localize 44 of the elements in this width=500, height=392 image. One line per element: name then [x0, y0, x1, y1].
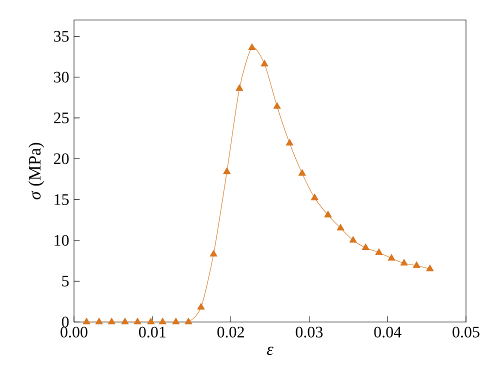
y-tick-label: 15 [54, 194, 69, 205]
point [336, 224, 344, 230]
point [95, 318, 103, 324]
point [197, 303, 205, 310]
y-tick-label: 10 [54, 234, 69, 246]
x-tick-label: 0.05 [452, 326, 480, 338]
point [375, 248, 383, 255]
x-tick-label: 0.01 [139, 326, 166, 338]
point [158, 318, 166, 324]
point [298, 169, 306, 176]
y-tick-label: 30 [54, 72, 69, 83]
point [260, 60, 268, 66]
point [121, 318, 129, 324]
point [273, 102, 281, 109]
y-tick-label: 35 [54, 30, 69, 42]
x-tick-label: 0.00 [60, 326, 88, 338]
point [362, 243, 370, 250]
point [134, 318, 142, 324]
y-axis-title: σ (MPa) [28, 142, 44, 200]
point [108, 318, 116, 324]
point [147, 318, 155, 324]
point [310, 194, 318, 200]
point [324, 210, 332, 218]
point [172, 318, 180, 324]
point [349, 236, 357, 243]
y-tick-label: 25 [54, 112, 69, 124]
y-tick-label: 0 [62, 316, 69, 328]
point [426, 264, 434, 272]
point [248, 43, 256, 50]
x-tick-label: 0.03 [296, 326, 323, 338]
point [184, 318, 192, 324]
point [412, 261, 420, 268]
point [210, 250, 218, 257]
point [82, 318, 90, 324]
point [400, 258, 408, 266]
point [286, 138, 294, 146]
point [223, 168, 231, 174]
point [388, 254, 396, 261]
y-tick-label: 20 [54, 153, 69, 164]
point [236, 84, 244, 91]
x-axis-title: ε [266, 346, 274, 356]
y-tick-label: 5 [62, 276, 69, 286]
x-tick-label: 0.02 [217, 326, 244, 338]
x-tick-label: 0.04 [374, 326, 402, 338]
